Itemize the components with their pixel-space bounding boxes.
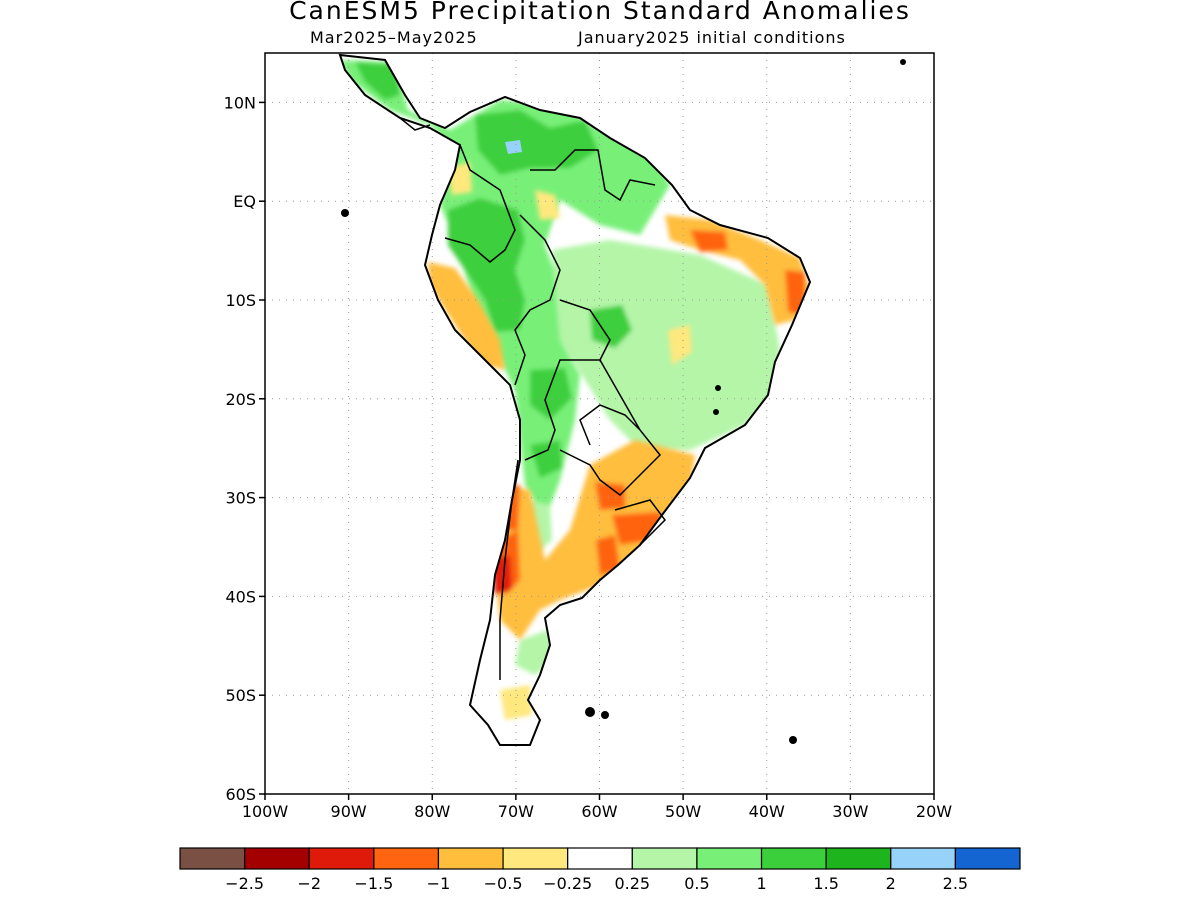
guyana-dry bbox=[535, 190, 560, 220]
colorbar-label: −1.5 bbox=[354, 874, 393, 893]
lon-tick-label: 40W bbox=[749, 802, 785, 821]
lat-tick-label: 10S bbox=[225, 291, 256, 310]
central-america-wet bbox=[355, 62, 400, 100]
argentina-dry-core bbox=[595, 482, 625, 510]
anomaly-field bbox=[340, 55, 810, 745]
peru-coast-dry bbox=[428, 262, 505, 370]
lon-tick-label: 70W bbox=[498, 802, 534, 821]
lon-tick-label: 30W bbox=[832, 802, 868, 821]
colorbar-label: −1 bbox=[427, 874, 451, 893]
chart-title: CanESM5 Precipitation Standard Anomalies bbox=[289, 0, 911, 25]
lon-tick-label: 20W bbox=[916, 802, 952, 821]
colorbar-swatch bbox=[437, 847, 504, 870]
colorbar-label: 2 bbox=[886, 874, 896, 893]
colorbar-label: −0.5 bbox=[484, 874, 523, 893]
lat-tick-label: 60S bbox=[225, 785, 256, 804]
colorbar-label: 2.5 bbox=[943, 874, 968, 893]
colorbar-label: 1 bbox=[756, 874, 766, 893]
colorbar-swatch bbox=[308, 847, 375, 870]
northeast-dry-core bbox=[690, 230, 728, 252]
lat-tick-label: 10N bbox=[224, 93, 256, 112]
southern-dry-region bbox=[495, 440, 695, 640]
colorbar-swatch bbox=[502, 847, 569, 870]
bolivia-wet-core bbox=[530, 368, 572, 420]
brazil-wet-core bbox=[590, 305, 632, 348]
colorbar-swatch bbox=[179, 847, 246, 870]
lat-tick-label: 20S bbox=[225, 390, 256, 409]
country-borders bbox=[399, 117, 666, 680]
lat-tick-label: 40S bbox=[225, 587, 256, 606]
colorbar-swatch bbox=[825, 847, 892, 870]
colorbar-label: 1.5 bbox=[813, 874, 838, 893]
colorbar-swatch bbox=[567, 847, 633, 870]
brazil-dry-patch bbox=[668, 325, 692, 365]
ne-coast-dry-core bbox=[785, 270, 805, 315]
continent-coastline bbox=[338, 53, 812, 746]
colorbar-swatch bbox=[244, 847, 310, 870]
forecast-period: Mar2025–May2025 bbox=[310, 28, 478, 47]
colorbar-label: −0.25 bbox=[543, 874, 592, 893]
colorbar-swatch bbox=[954, 847, 1021, 870]
lat-tick-label: 30S bbox=[225, 489, 256, 508]
colorbar-swatch bbox=[890, 847, 956, 870]
colorbar-swatch bbox=[760, 847, 827, 870]
colorbar-label: −2 bbox=[297, 874, 321, 893]
central-light-wet bbox=[552, 240, 780, 450]
colorbar-label: −2.5 bbox=[225, 874, 264, 893]
lat-tick-label: EQ bbox=[233, 192, 256, 211]
lake-maracaibo bbox=[505, 140, 522, 154]
colorbar: −2.5 −2 −1.5 −1 −0.5 −0.25 0.25 0.5 1 1.5 2 2.5 bbox=[179, 847, 1021, 893]
colorbar-label: 0.25 bbox=[614, 874, 650, 893]
andes-wet-core bbox=[448, 198, 525, 332]
lon-tick-label: 80W bbox=[414, 802, 450, 821]
lon-tick-label: 100W bbox=[242, 802, 289, 821]
colorbar-swatch bbox=[696, 847, 763, 870]
lon-tick-label: 60W bbox=[581, 802, 617, 821]
colorbar-swatch bbox=[631, 847, 698, 870]
lon-tick-label: 90W bbox=[331, 802, 367, 821]
lat-tick-label: 50S bbox=[225, 686, 256, 705]
islands bbox=[341, 59, 906, 744]
lon-tick-label: 50W bbox=[665, 802, 701, 821]
initial-conditions: January2025 initial conditions bbox=[578, 28, 846, 47]
patagonia-dry bbox=[500, 685, 532, 720]
chaco-wet-core bbox=[530, 440, 562, 478]
colorbar-swatch bbox=[373, 847, 440, 870]
pampas-dry-core bbox=[596, 535, 620, 575]
colorbar-label: 0.5 bbox=[684, 874, 709, 893]
